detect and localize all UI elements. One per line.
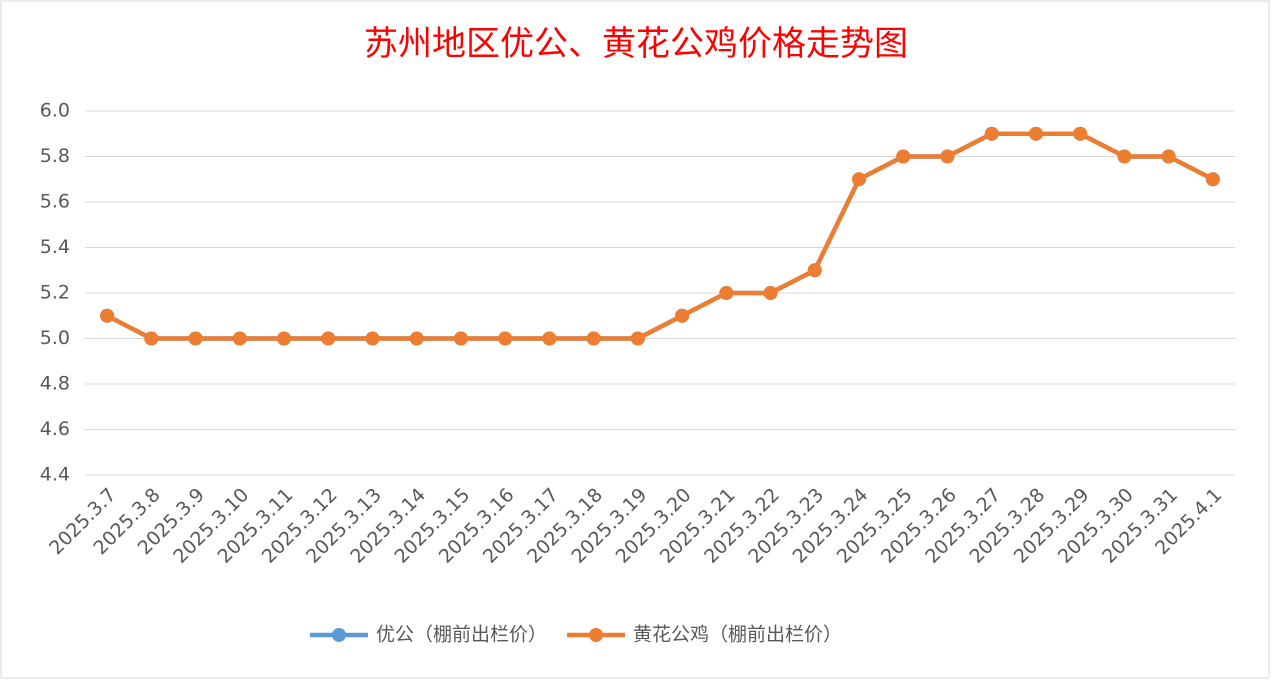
data-point <box>321 331 336 346</box>
legend-label: 优公（棚前出栏价） <box>376 624 547 646</box>
data-point <box>453 331 468 346</box>
data-point <box>1161 149 1176 164</box>
data-point <box>100 308 115 323</box>
y-tick-label: 4.6 <box>40 418 70 440</box>
y-tick-label: 5.4 <box>40 236 70 258</box>
y-tick-label: 5.0 <box>40 327 70 349</box>
data-point <box>409 331 424 346</box>
data-point <box>586 331 601 346</box>
series-line <box>106 131 1214 341</box>
data-point <box>1028 126 1043 141</box>
data-point <box>763 286 778 300</box>
data-point <box>630 331 645 346</box>
data-point <box>852 172 867 187</box>
legend-label: 黄花公鸡（棚前出栏价） <box>633 624 842 646</box>
legend-marker <box>589 628 604 642</box>
data-point <box>940 149 955 164</box>
y-tick-label: 5.6 <box>40 191 70 213</box>
data-point <box>188 331 203 346</box>
data-point <box>365 331 380 346</box>
y-tick-label: 6.0 <box>40 100 70 122</box>
data-point <box>498 331 513 346</box>
data-point <box>277 331 292 346</box>
data-point <box>232 331 247 346</box>
data-point <box>144 331 159 346</box>
data-point <box>984 126 999 141</box>
chart-title: 苏州地区优公、黄花公鸡价格走势图 <box>364 24 908 64</box>
y-tick-label: 4.8 <box>40 373 70 395</box>
data-point <box>719 286 734 300</box>
data-point <box>675 308 690 323</box>
data-point <box>542 331 557 346</box>
data-point <box>1205 172 1220 187</box>
data-point <box>1073 126 1088 141</box>
data-point <box>896 149 911 164</box>
data-point <box>807 263 822 278</box>
data-point <box>1117 149 1132 164</box>
legend-marker <box>332 628 346 642</box>
y-tick-label: 5.2 <box>40 282 70 304</box>
y-tick-label: 4.4 <box>40 464 70 486</box>
y-tick-label: 5.8 <box>40 145 70 167</box>
